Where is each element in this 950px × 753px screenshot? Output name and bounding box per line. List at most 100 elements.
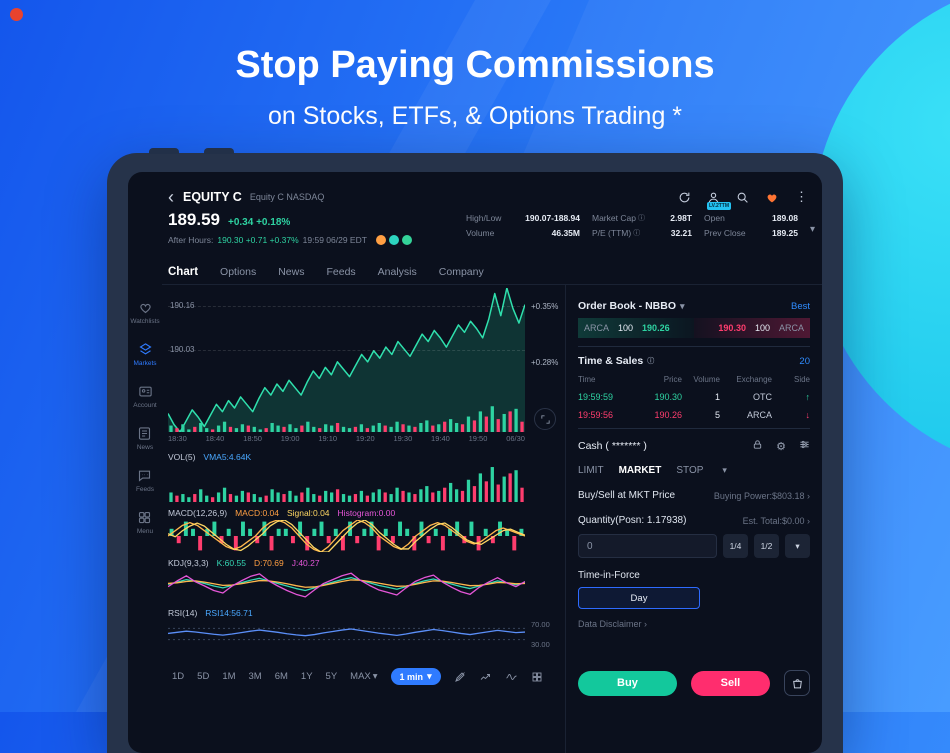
rsi-lower-label: 30.00	[531, 640, 550, 649]
tab-feeds[interactable]: Feeds	[326, 266, 356, 278]
search-icon[interactable]	[736, 191, 749, 204]
more-menu-icon[interactable]: ⋮	[795, 189, 808, 204]
account-icon[interactable]: LV.2TTM	[707, 191, 732, 210]
quantity-stepper[interactable]: ▾	[785, 534, 810, 558]
vol-panel-svg	[169, 467, 524, 502]
indicator-wave-icon[interactable]	[505, 671, 518, 683]
half-button[interactable]: 1/2	[754, 534, 779, 558]
tab-chart[interactable]: Chart	[168, 266, 199, 278]
sell-button[interactable]: Sell	[690, 670, 770, 696]
range-3m[interactable]: 3M	[248, 671, 262, 682]
expand-chart-button[interactable]	[534, 408, 556, 430]
red-dot-decoration	[10, 8, 23, 21]
lock-icon[interactable]	[752, 439, 763, 453]
sidebar-item-news[interactable]: News	[137, 426, 153, 451]
sidebar-item-menu[interactable]: Menu	[137, 510, 153, 535]
interval-button[interactable]: 1 min ▾	[390, 668, 441, 685]
sidebar-item-markets[interactable]: Markets	[133, 342, 157, 367]
info-icon: ⓘ	[633, 230, 641, 237]
chevron-down-icon: ▾	[795, 540, 800, 551]
buying-power-link[interactable]: Buying Power:$803.18 ›	[713, 490, 810, 501]
rsi-indicator-panel[interactable]	[168, 620, 525, 648]
ask-quote[interactable]: 190.30 100 ARCA	[694, 318, 810, 338]
volume-svg	[169, 406, 524, 432]
badge-icon	[388, 235, 399, 245]
time-axis: 18:30 18:40 18:50 19:00 19:10 19:20 19:30 19…	[168, 434, 525, 443]
info-icon[interactable]: ⓘ	[647, 358, 655, 365]
price-row: 189.59 +0.34 +0.18%	[168, 210, 290, 230]
order-book-title: Order Book - NBBO	[578, 300, 677, 312]
sidebar-item-watchlists[interactable]: Watchlists	[130, 300, 160, 325]
range-5d[interactable]: 5D	[197, 671, 210, 682]
range-1y[interactable]: 1Y	[300, 671, 313, 682]
data-disclaimer-link[interactable]: Data Disclaimer ›	[578, 619, 648, 629]
macd-svg	[168, 520, 525, 552]
range-6m[interactable]: 6M	[274, 671, 288, 682]
after-hours-label: After Hours:	[168, 235, 214, 245]
pattern-compare-icon[interactable]	[479, 671, 492, 683]
time-in-force-button[interactable]: Day	[578, 587, 700, 609]
time-sales-row: 19:59:59 190.30 1 OTC ↑	[578, 392, 810, 402]
layout-grid-icon[interactable]	[531, 671, 543, 683]
arrow-up-icon: ↑	[805, 392, 811, 402]
nbbo-row[interactable]: ARCA 100 190.26 190.30 100 ARCA	[578, 318, 810, 338]
tablet-device: ‹ EQUITY C Equity C NASDAQ LV.2TTM ⋮	[107, 148, 843, 753]
info-icon: ⓘ	[637, 215, 645, 222]
chevron-down-icon[interactable]: ▾	[722, 465, 727, 475]
drawing-tools-icon[interactable]	[454, 671, 466, 683]
macd-indicator-panel[interactable]	[168, 520, 525, 552]
quantity-input[interactable]	[578, 534, 717, 558]
est-total-link[interactable]: Est. Total:$0.00 ›	[742, 515, 810, 526]
settings-gear-icon[interactable]: ⚙	[776, 440, 786, 453]
gridline	[168, 350, 525, 351]
best-quote-link[interactable]: Best	[790, 300, 810, 312]
chevron-down-icon[interactable]: ▾	[680, 300, 685, 311]
cash-label: Cash ( ******* )	[578, 440, 647, 452]
tab-limit[interactable]: LIMIT	[578, 465, 604, 476]
range-5y[interactable]: 5Y	[325, 671, 338, 682]
time-sales-count[interactable]: 20	[799, 355, 810, 367]
quarter-button[interactable]: 1/4	[723, 534, 748, 558]
kdj-indicator-header: KDJ(9,3,3) K:60.55 D:70.69 J:40.27	[168, 558, 320, 568]
vol-indicator-panel[interactable]	[168, 464, 525, 502]
after-hours-value: 190.30 +0.71 +0.37%	[217, 235, 299, 245]
quantity-label: Quantity(Posn: 1.17938)	[578, 515, 687, 526]
back-icon[interactable]: ‹	[168, 187, 174, 207]
section-tabs: Chart Options News Feeds Analysis Compan…	[168, 260, 484, 284]
stat-prevclose: Prev Close 189.25	[704, 228, 798, 238]
trade-actions: Buy Sell	[578, 670, 810, 696]
sidebar-item-feeds[interactable]: Feeds	[136, 468, 154, 493]
last-price: 189.59	[168, 210, 220, 229]
stat-volume: Volume 46.35M	[466, 228, 580, 238]
filter-sliders-icon[interactable]	[799, 439, 810, 453]
expand-stats-icon[interactable]: ▾	[809, 224, 815, 235]
time-sales-columns: Time Price Volume Exchange Side	[578, 375, 810, 384]
chevron-right-icon: ›	[807, 515, 810, 526]
pct-axis-label: +0.35%	[531, 302, 559, 311]
tab-market[interactable]: MARKET	[618, 465, 662, 476]
stat-marketcap: Market Cap ⓘ 2.98T	[592, 213, 692, 223]
bid-quote[interactable]: ARCA 100 190.26	[578, 318, 694, 338]
range-1m[interactable]: 1M	[222, 671, 236, 682]
range-1d[interactable]: 1D	[172, 671, 185, 682]
kdj-indicator-panel[interactable]	[168, 570, 525, 602]
tab-options[interactable]: Options	[220, 266, 257, 278]
favorite-heart-icon[interactable]	[765, 191, 779, 204]
buy-button[interactable]: Buy	[578, 670, 677, 696]
order-type-tabs: LIMIT MARKET STOP ▾	[578, 465, 810, 476]
rsi-upper-label: 70.00	[531, 620, 550, 629]
price-chart[interactable]: 190.16 190.03	[168, 288, 525, 432]
tab-analysis[interactable]: Analysis	[377, 266, 417, 278]
refresh-icon[interactable]	[678, 191, 691, 204]
gridline	[168, 306, 525, 307]
tab-company[interactable]: Company	[438, 266, 484, 278]
range-max[interactable]: MAX ▾	[350, 671, 378, 682]
time-in-force-label: Time-in-Force	[578, 570, 640, 581]
chart-toolbar: 1D 5D 1M 3M 6M 1Y 5Y MAX ▾ 1 min ▾	[172, 668, 564, 685]
after-hours-row: After Hours: 190.30 +0.71 +0.37% 19:59 0…	[168, 235, 412, 245]
basket-order-button[interactable]	[784, 670, 810, 696]
top-bar: ‹ EQUITY C Equity C NASDAQ LV.2TTM ⋮	[168, 184, 808, 210]
tab-stop[interactable]: STOP	[676, 465, 704, 476]
sidebar-item-account[interactable]: Account	[133, 384, 157, 409]
tab-news[interactable]: News	[278, 266, 305, 278]
